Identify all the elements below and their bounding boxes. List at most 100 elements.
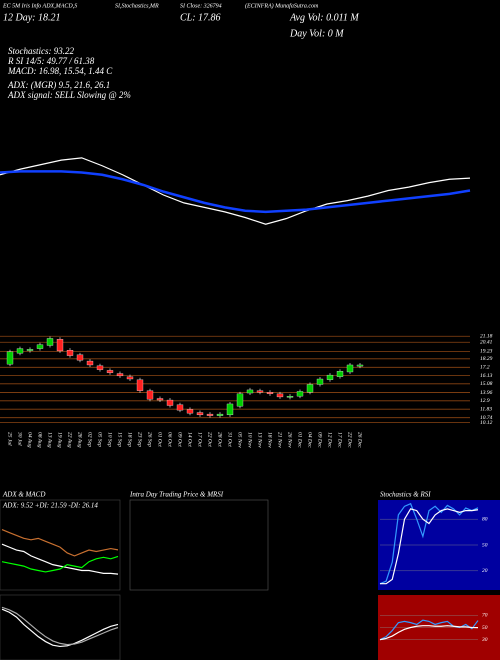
candle xyxy=(186,409,194,414)
y-tick-label: 15.08 xyxy=(480,381,493,387)
date-label: 13 Aug xyxy=(47,432,53,448)
date-label: 28 Oct xyxy=(217,432,223,447)
date-label: 22 Dec xyxy=(347,432,353,448)
y-tick-label: 16.13 xyxy=(480,373,493,379)
date-label: 25 Jul xyxy=(7,432,13,446)
avg-vol: Avg Vol: 0.011 M xyxy=(289,12,359,23)
adx-signal: ADX signal: SELL Slowing @ 2% xyxy=(7,90,131,100)
candle xyxy=(96,365,104,370)
candle xyxy=(316,378,324,385)
date-label: 26 Nov xyxy=(287,432,293,448)
candle xyxy=(66,350,74,356)
date-label: 17 Oct xyxy=(197,432,203,447)
y-tick-label: 17.2 xyxy=(480,365,490,371)
header-close: SI Close: 326794 xyxy=(180,2,222,9)
date-label: 18 Sep xyxy=(127,432,133,447)
candle xyxy=(326,374,334,380)
stochastics-info: Stochastics: 93.22 xyxy=(8,46,74,56)
candle xyxy=(256,390,264,393)
date-label: 10 Sep xyxy=(107,432,113,447)
candle xyxy=(46,338,54,346)
date-label: 05 Nov xyxy=(237,432,243,448)
date-label: 18 Nov xyxy=(267,432,273,448)
date-label: 10 Nov xyxy=(247,432,253,448)
candle xyxy=(236,393,244,407)
panel-label: ADX: 9.52 +DI: 21.59 -DI: 26.14 xyxy=(2,502,98,510)
candle xyxy=(76,354,84,361)
candle xyxy=(306,384,314,393)
candle xyxy=(16,348,24,354)
macd-frame xyxy=(0,594,121,660)
date-label: 06 Oct xyxy=(167,432,173,447)
macd-info: MACD: 16.98, 15.54, 1.44 C xyxy=(7,66,113,76)
y-tick-label: 12.9 xyxy=(480,398,490,404)
candle xyxy=(216,413,224,416)
date-label: 12 Dec xyxy=(327,432,333,448)
candle xyxy=(206,413,214,416)
candle xyxy=(86,360,94,366)
date-label: 13 Nov xyxy=(257,432,263,448)
candle xyxy=(286,396,294,398)
series-line xyxy=(379,502,479,585)
candle xyxy=(26,349,34,351)
series-line xyxy=(0,170,471,214)
date-label: 02 Sep xyxy=(87,432,93,447)
intraday-frame xyxy=(129,499,269,591)
candle xyxy=(196,412,204,416)
adx-frame xyxy=(0,499,121,591)
candle xyxy=(226,403,234,416)
rsi-info: R SI 14/5: 49.77 / 61.38 xyxy=(7,56,95,66)
y-tick-label: 18.29 xyxy=(480,356,493,362)
date-label: 15 Sep xyxy=(117,432,123,447)
candle xyxy=(276,393,284,398)
date-label: 26 Dec xyxy=(357,432,363,448)
y-tick-label: 10.12 xyxy=(480,420,493,426)
y-tick-label: 20 xyxy=(482,568,488,574)
candle xyxy=(36,344,44,349)
date-label: 23 Sep xyxy=(137,432,143,447)
candle xyxy=(156,398,164,401)
series-line xyxy=(1,608,119,648)
candle xyxy=(106,370,114,373)
date-label: 28 Aug xyxy=(77,432,83,448)
date-label: 31 Oct xyxy=(227,431,233,447)
date-label: 26 Sep xyxy=(147,432,153,447)
y-tick-label: 11.83 xyxy=(480,406,492,412)
y-tick-label: 19.23 xyxy=(480,349,493,355)
date-label: 04 Aug xyxy=(27,432,34,448)
y-tick-label: 21.18 xyxy=(480,334,493,340)
y-tick-label: 20.41 xyxy=(480,339,493,346)
series-line xyxy=(1,529,119,557)
candle xyxy=(246,389,254,394)
date-label: 08 Aug xyxy=(37,432,43,448)
close-price: CL: 17.86 xyxy=(180,12,221,23)
candle xyxy=(176,404,184,411)
header-mid: SI,Stochastics,MR xyxy=(115,3,159,9)
date-label: 01 Dec xyxy=(297,432,303,448)
candle xyxy=(346,364,354,373)
candle xyxy=(296,391,304,397)
candle xyxy=(146,390,154,400)
series-line xyxy=(1,543,119,575)
twelve-day: 12 Day: 18.21 xyxy=(3,12,61,23)
series-line xyxy=(0,157,471,225)
panel-title: ADX & MACD xyxy=(2,491,45,499)
candle xyxy=(6,351,14,365)
date-label: 14 Oct xyxy=(187,432,194,447)
series-line xyxy=(379,625,479,641)
date-label: 22 Oct xyxy=(207,432,213,447)
date-label: 09 Dec xyxy=(317,432,323,448)
date-label: 01 Oct xyxy=(157,432,163,447)
candle xyxy=(126,376,134,380)
candle xyxy=(166,399,174,406)
candle xyxy=(356,364,364,367)
adx-info: ADX: (MGR) 9.5, 21.6, 26.1 xyxy=(7,80,110,90)
series-line xyxy=(1,555,119,573)
date-label: 22 Aug xyxy=(67,432,73,448)
candle xyxy=(116,373,124,377)
date-label: 30 Jul xyxy=(17,431,23,446)
y-tick-label: 13.96 xyxy=(480,390,493,396)
candle xyxy=(56,339,64,352)
y-tick-label: 30 xyxy=(481,637,488,643)
